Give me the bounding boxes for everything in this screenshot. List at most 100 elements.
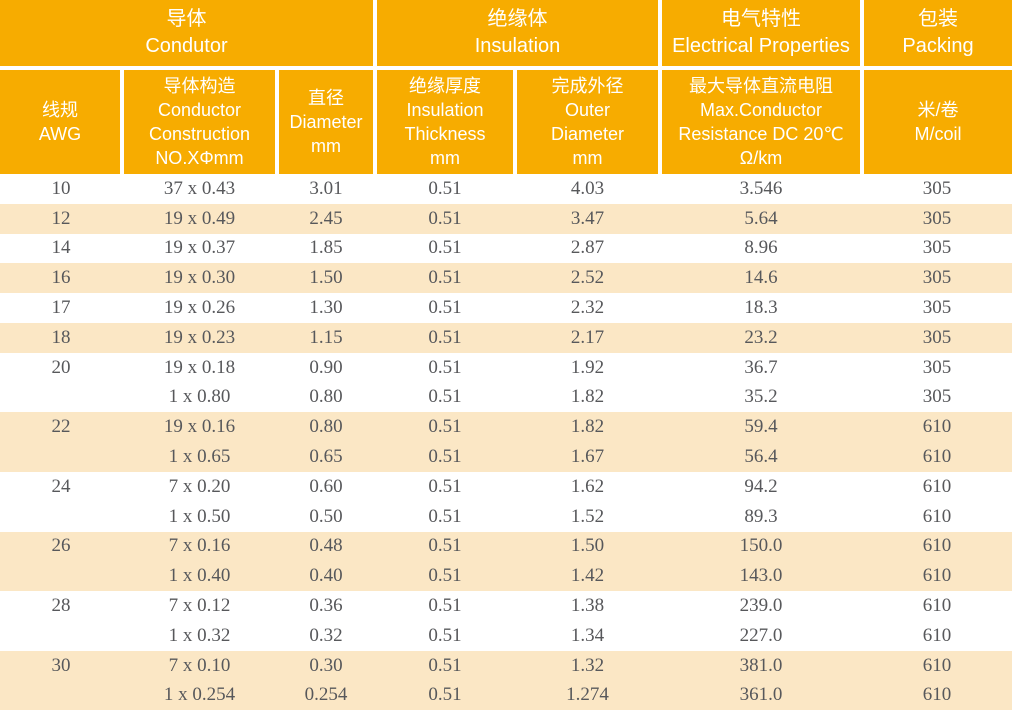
cell-m-per-coil: 610 [862,531,1012,562]
cell-diameter: 0.60 [277,471,375,502]
cell-awg: 30 [0,650,122,681]
cell-diameter: 0.80 [277,382,375,413]
cell-resistance: 36.7 [660,352,862,383]
header-col-construction: 导体构造 Conductor Construction NO.XΦmm [120,68,277,174]
cell-outer-diameter: 3.47 [515,203,660,234]
cell-outer-diameter: 1.34 [515,620,660,651]
cell-resistance: 361.0 [660,680,862,711]
header-line: Insulation [406,100,484,120]
header-line: NO.XΦmm [155,148,244,168]
header-col-outer-diameter: 完成外径 Outer Diameter mm [513,68,660,174]
header-line: Diameter [550,124,625,144]
cell-awg [0,382,122,413]
cell-resistance: 143.0 [660,561,862,592]
cell-construction: 1 x 0.50 [122,501,277,532]
header-line: mm [430,148,460,168]
cell-resistance: 14.6 [660,263,862,294]
cell-m-per-coil: 305 [862,322,1012,353]
cell-outer-diameter: 2.32 [515,293,660,323]
cell-insulation-thickness: 0.51 [375,203,515,234]
header-col-awg: 线规 AWG [0,68,122,174]
table-row: 22 19 x 0.16 0.80 0.51 1.82 59.4 610 [0,412,1012,443]
header-group-electrical-en: Electrical Properties [672,35,850,57]
header-line: mm [572,148,603,168]
cell-construction: 19 x 0.18 [122,352,277,383]
table-row: 30 7 x 0.10 0.30 0.51 1.32 381.0 610 [0,650,1012,681]
cell-awg [0,680,122,711]
cell-m-per-coil: 305 [862,352,1012,383]
cell-awg: 12 [0,203,122,234]
cell-resistance: 35.2 [660,382,862,413]
cell-awg: 10 [0,174,122,204]
header-line: mm [311,136,341,156]
table-row: 26 7 x 0.16 0.48 0.51 1.50 150.0 610 [0,531,1012,562]
table-row: 17 19 x 0.26 1.30 0.51 2.32 18.3 305 [0,293,1012,323]
cell-outer-diameter: 1.32 [515,650,660,681]
table-row: 24 7 x 0.20 0.60 0.51 1.62 94.2 610 [0,471,1012,502]
cell-insulation-thickness: 0.51 [375,501,515,532]
cell-awg [0,561,122,592]
cell-outer-diameter: 1.52 [515,501,660,532]
header-group-row: 导体 Condutor 绝缘体 Insulation 电气特性 Electric… [0,0,1012,70]
header-line: 直径 [308,88,344,108]
cell-diameter: 0.32 [277,620,375,651]
cell-outer-diameter: 4.03 [515,174,660,204]
cell-resistance: 150.0 [660,531,862,562]
header-group-packing-zh: 包装 [918,8,958,30]
cell-insulation-thickness: 0.51 [375,293,515,323]
cell-outer-diameter: 1.82 [515,412,660,443]
cell-outer-diameter: 1.274 [515,680,660,711]
cell-insulation-thickness: 0.51 [375,233,515,264]
table-row: 1 x 0.32 0.32 0.51 1.34 227.0 610 [0,620,1012,651]
cell-awg: 18 [0,322,122,353]
header-group-packing: 包装 Packing [860,0,1012,70]
table-body: 10 37 x 0.43 3.01 0.51 4.03 3.546 305 12 19 x 0.… [0,174,1012,711]
cell-construction: 19 x 0.23 [122,322,277,353]
cell-outer-diameter: 1.38 [515,591,660,621]
cell-construction: 7 x 0.10 [122,650,277,681]
header-line: 最大导体直流电阻 [689,76,833,96]
cell-insulation-thickness: 0.51 [375,174,515,204]
table-row: 1 x 0.80 0.80 0.51 1.82 35.2 305 [0,382,1012,413]
table-row: 12 19 x 0.49 2.45 0.51 3.47 5.64 305 [0,203,1012,234]
cell-diameter: 0.90 [277,352,375,383]
cell-diameter: 0.48 [277,531,375,562]
header-group-insulation-zh: 绝缘体 [487,8,548,30]
cell-awg: 26 [0,531,122,562]
cell-m-per-coil: 610 [862,680,1012,711]
cell-m-per-coil: 610 [862,412,1012,443]
cell-construction: 19 x 0.16 [122,412,277,443]
table-row: 1 x 0.254 0.254 0.51 1.274 361.0 610 [0,680,1012,711]
header-line: Resistance DC 20℃ [678,124,844,144]
cell-resistance: 8.96 [660,233,862,264]
cell-construction: 7 x 0.12 [122,591,277,621]
header-line: 完成外径 [551,76,624,96]
cell-m-per-coil: 305 [862,382,1012,413]
cell-diameter: 0.30 [277,650,375,681]
cell-diameter: 3.01 [277,174,375,204]
header-line: AWG [38,124,82,144]
cell-insulation-thickness: 0.51 [375,680,515,711]
cell-resistance: 381.0 [660,650,862,681]
cell-awg [0,501,122,532]
cell-resistance: 23.2 [660,322,862,353]
cell-diameter: 2.45 [277,203,375,234]
cell-m-per-coil: 610 [862,442,1012,472]
cell-resistance: 3.546 [660,174,862,204]
cell-resistance: 56.4 [660,442,862,472]
cell-awg: 28 [0,591,122,621]
header-line: Construction [148,124,251,144]
header-group-conductor-zh: 导体 [166,8,207,30]
cell-insulation-thickness: 0.51 [375,650,515,681]
header-line: Max.Conductor [699,100,823,120]
cell-insulation-thickness: 0.51 [375,591,515,621]
cell-outer-diameter: 2.17 [515,322,660,353]
cell-insulation-thickness: 0.51 [375,561,515,592]
cell-diameter: 0.80 [277,412,375,443]
cell-awg: 20 [0,352,122,383]
cell-construction: 37 x 0.43 [122,174,277,204]
cell-outer-diameter: 2.87 [515,233,660,264]
cell-insulation-thickness: 0.51 [375,263,515,294]
